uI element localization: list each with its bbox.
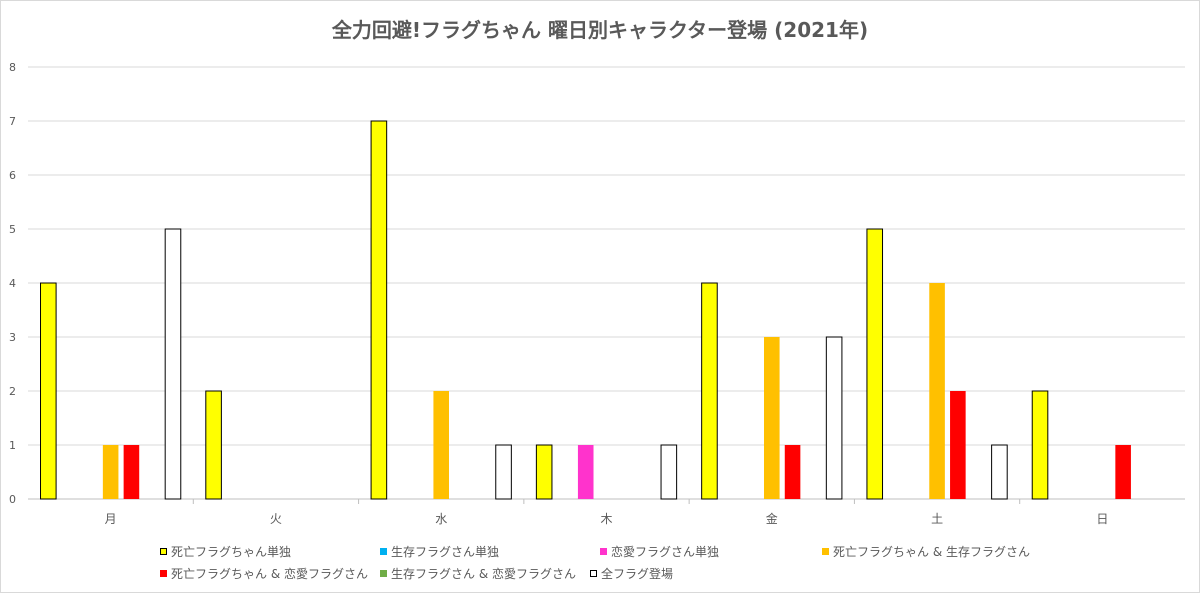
y-tick-label: 2 [9,385,16,398]
bar [164,228,182,500]
bar [535,444,553,500]
y-tick-label: 7 [9,115,16,128]
legend-swatch [822,547,829,555]
bar [433,391,450,499]
x-tick-label: 金 [766,511,778,526]
bar [866,228,884,500]
bar [370,120,388,500]
legend-row: 死亡フラグちゃん & 恋愛フラグさん 生存フラグさん & 恋愛フラグさん 全フラグ登… [160,562,1170,584]
legend-row: 死亡フラグちゃん単独 生存フラグさん単独 恋愛フラグさん単独 死亡フラグちゃん & 生… [160,540,1170,562]
bar [205,390,222,500]
legend-swatch [380,547,387,555]
bar [825,336,843,500]
y-tick-label: 0 [9,493,16,506]
y-tick-label: 3 [9,331,16,344]
bar [40,282,57,500]
x-tick-label: 日 [1096,512,1108,526]
bar [495,444,512,500]
legend-label: 死亡フラグちゃん & 生存フラグさん [833,544,1030,559]
bar [950,391,966,499]
y-tick-label: 4 [9,277,16,290]
legend-item: 恋愛フラグさん単独 [600,543,822,560]
legend-swatch [600,547,607,555]
y-tick-label: 1 [9,439,16,452]
x-tick-label: 月 [105,512,117,526]
bar [784,445,801,499]
legend-label: 生存フラグさん単独 [391,544,500,559]
legend-item: 全フラグ登場 [590,565,710,582]
legend-item: 生存フラグさん & 恋愛フラグさん [380,565,590,582]
x-tick-label: 水 [435,512,447,526]
chart-title: 全力回避!フラグちゃん 曜日別キャラクター登場 (2021年) [331,18,869,42]
legend-label: 恋愛フラグさん単独 [611,544,720,559]
legend-item: 死亡フラグちゃん単独 [160,543,380,560]
legend-swatch [590,569,597,577]
bar [102,445,119,499]
x-tick-label: 木 [600,512,612,526]
x-tick-label: 土 [931,512,943,526]
legend-swatch [380,569,387,577]
x-tick-label: 火 [270,512,282,526]
bar [763,337,780,499]
bar [1115,445,1131,499]
legend-item: 死亡フラグちゃん & 生存フラグさん [822,543,1052,560]
bar [701,282,718,500]
y-tick-label: 5 [9,223,16,236]
legend-label: 死亡フラグちゃん単独 [171,544,292,559]
legend-label: 死亡フラグちゃん & 恋愛フラグさん [171,566,368,581]
bar [1031,390,1049,500]
legend-item: 生存フラグさん単独 [380,543,600,560]
legend-item: 死亡フラグちゃん & 恋愛フラグさん [160,565,380,582]
bar [929,283,945,499]
legend-swatch [160,569,167,577]
chart-legend: 死亡フラグちゃん単独 生存フラグさん単独 恋愛フラグさん単独 死亡フラグちゃん & 生… [160,540,1170,584]
legend-label: 生存フラグさん & 恋愛フラグさん [391,566,576,581]
bar [123,445,140,499]
y-tick-label: 8 [9,61,16,74]
y-tick-label: 6 [9,169,16,182]
bar [660,444,678,500]
legend-swatch [160,547,167,555]
bar [991,444,1008,500]
bar [577,445,594,499]
legend-label: 全フラグ登場 [601,566,674,581]
